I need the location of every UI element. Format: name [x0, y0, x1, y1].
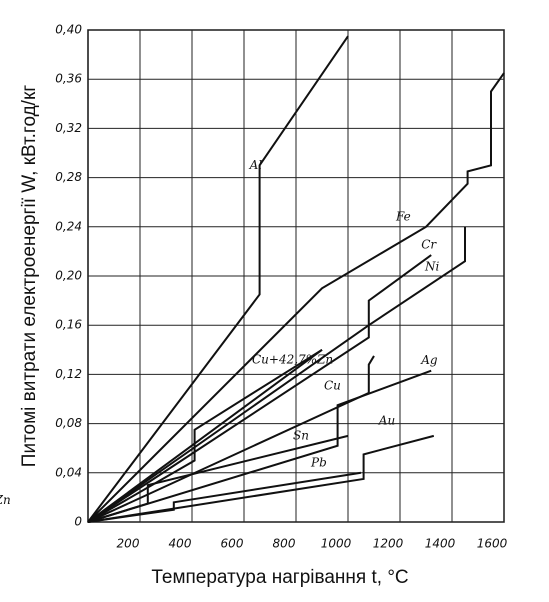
y-tick-label: 0: [74, 515, 82, 529]
x-tick-label: 1000: [321, 537, 352, 551]
series-label: Cr: [421, 238, 437, 252]
x-tick-label: 400: [169, 537, 192, 551]
y-tick-label: 0,20: [55, 269, 82, 283]
series-label: Pb: [310, 455, 327, 469]
x-tick-label: 1600: [477, 537, 508, 551]
series-line: [87, 434, 349, 523]
y-tick-label: 0,36: [55, 72, 82, 86]
series-label: Cu: [324, 378, 341, 392]
y-tick-label: 0,32: [55, 121, 82, 135]
x-tick-label: 800: [273, 537, 296, 551]
series-label: Ni: [424, 259, 440, 273]
series-line: [87, 348, 323, 523]
series-line: [87, 254, 432, 523]
series-line: [87, 72, 505, 523]
y-tick-label: 0,16: [55, 318, 82, 332]
series-label: Al: [249, 158, 263, 172]
x-axis-title: Температура нагрівання t, °C: [151, 567, 408, 588]
y-axis-title: Питомі витрати електроенергії W, кВт.год…: [19, 85, 40, 467]
x-tick-label: 1200: [373, 537, 404, 551]
y-tick-label: 0,24: [55, 219, 82, 233]
series-line: [87, 434, 435, 523]
series-line: [87, 355, 375, 523]
series-label: Fe: [395, 209, 411, 223]
series-line: [87, 35, 349, 523]
y-tick-label: 0,28: [55, 170, 82, 184]
y-tick-label: 0,04: [55, 465, 82, 479]
y-tick-label: 0,08: [55, 416, 82, 430]
series-line: [87, 369, 432, 523]
x-tick-label: 1400: [425, 537, 456, 551]
series-label: Zn: [0, 493, 11, 507]
y-tick-label: 0,40: [55, 23, 82, 37]
y-tick-label: 0,12: [55, 367, 82, 381]
series-label: Cu+42,7%Zn: [252, 352, 333, 366]
x-tick-label: 200: [117, 537, 140, 551]
series-line: [87, 348, 323, 523]
series-label: Sn: [293, 428, 309, 442]
x-tick-label: 600: [221, 537, 244, 551]
series-label: Au: [378, 413, 395, 427]
series-label: Ag: [420, 353, 438, 367]
series-line: [87, 471, 362, 523]
series-line: [87, 226, 466, 523]
